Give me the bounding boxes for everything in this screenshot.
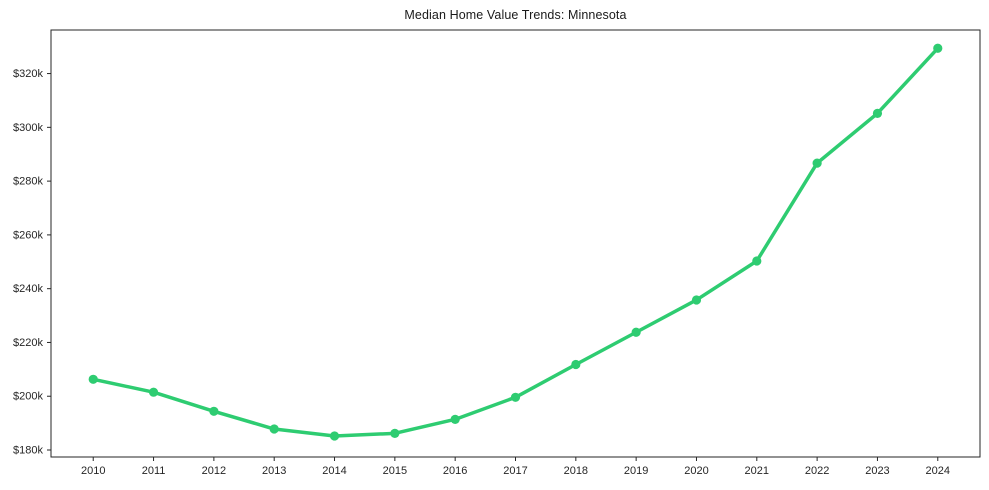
data-point — [933, 43, 943, 53]
data-point — [571, 359, 581, 370]
y-tick-label: $220k — [13, 337, 43, 349]
chart-title: Median Home Value Trends: Minnesota — [404, 8, 627, 22]
x-tick-label: 2022 — [805, 465, 829, 477]
x-tick-label: 2020 — [684, 465, 708, 477]
y-tick-label: $200k — [13, 391, 43, 403]
data-point — [691, 295, 702, 305]
y-tick-label: $320k — [13, 68, 43, 80]
x-tick-label: 2010 — [81, 465, 105, 477]
data-point — [269, 424, 279, 434]
y-tick-label: $300k — [13, 122, 43, 134]
data-point — [812, 158, 822, 168]
data-point — [752, 256, 762, 266]
y-tick-label: $280k — [13, 176, 43, 188]
x-tick-label: 2021 — [745, 465, 769, 477]
data-point — [148, 387, 159, 397]
data-point — [510, 392, 521, 402]
data-point — [631, 327, 641, 337]
y-tick-label: $180k — [13, 445, 43, 457]
data-point — [88, 374, 98, 384]
x-tick-label: 2015 — [383, 465, 407, 477]
x-tick-label: 2017 — [503, 465, 527, 477]
x-tick-label: 2024 — [926, 465, 950, 477]
data-point — [450, 414, 460, 424]
x-tick-label: 2016 — [443, 465, 467, 477]
y-tick-label: $240k — [13, 283, 43, 295]
data-point — [872, 108, 883, 118]
data-point — [209, 406, 219, 416]
x-tick-label: 2023 — [865, 465, 889, 477]
x-tick-label: 2012 — [202, 465, 226, 477]
data-point — [329, 431, 340, 441]
x-tick-label: 2019 — [624, 465, 648, 477]
data-line — [91, 46, 940, 438]
data-point — [390, 428, 400, 438]
y-tick-label: $260k — [13, 229, 43, 241]
x-tick-label: 2018 — [564, 465, 588, 477]
x-tick-label: 2014 — [322, 465, 346, 477]
x-tick-label: 2011 — [142, 465, 166, 477]
x-tick-label: 2013 — [262, 465, 286, 477]
